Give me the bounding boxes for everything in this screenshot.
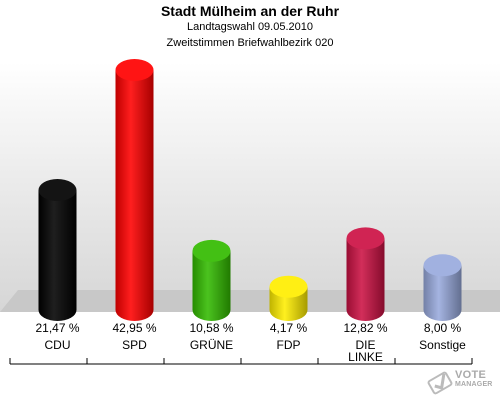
logo-line-vote: VOTE: [455, 369, 487, 381]
chart-background: [0, 62, 500, 312]
value-label-fdp: 4,17 %: [270, 321, 308, 335]
bar-top-spd: [115, 59, 154, 81]
votemanager-logo-text: VOTE MANAGER: [455, 370, 493, 390]
chart-subtitle-district: Zweitstimmen Briefwahlbezirk 020: [166, 37, 334, 49]
bar-top-die-linke: [346, 227, 385, 250]
bar-top-sonstige: [423, 254, 462, 277]
bar-grüne: [192, 250, 231, 322]
bar-spd: [115, 70, 154, 321]
value-label-die-linke: 12,82 %: [343, 321, 387, 335]
category-label-cdu: CDU: [45, 338, 71, 352]
bar-die-linke: [346, 238, 385, 322]
bar-top-fdp: [269, 275, 308, 298]
votemanager-logo-icon: [427, 371, 453, 395]
category-label-sonstige: Sonstige: [419, 338, 466, 352]
chart-subtitle-election: Landtagswahl 09.05.2010: [187, 21, 313, 33]
logo-line-manager: MANAGER: [455, 381, 493, 388]
value-label-spd: 42,95 %: [112, 321, 156, 335]
bar-top-grüne: [192, 239, 231, 262]
chart-title: Stadt Mülheim an der Ruhr: [160, 3, 340, 19]
bar-top-cdu: [38, 179, 77, 202]
value-label-grüne: 10,58 %: [189, 321, 233, 335]
category-label-grüne: GRÜNE: [190, 338, 233, 352]
value-label-cdu: 21,47 %: [35, 321, 79, 335]
chart-lower-area: [0, 312, 500, 400]
bar-sonstige: [423, 265, 462, 322]
bar-cdu: [38, 190, 77, 322]
category-label-fdp: FDP: [277, 338, 301, 352]
value-label-sonstige: 8,00 %: [424, 321, 462, 335]
category-label-die-linke: DIE LINKE: [348, 338, 383, 364]
category-label-spd: SPD: [122, 338, 147, 352]
